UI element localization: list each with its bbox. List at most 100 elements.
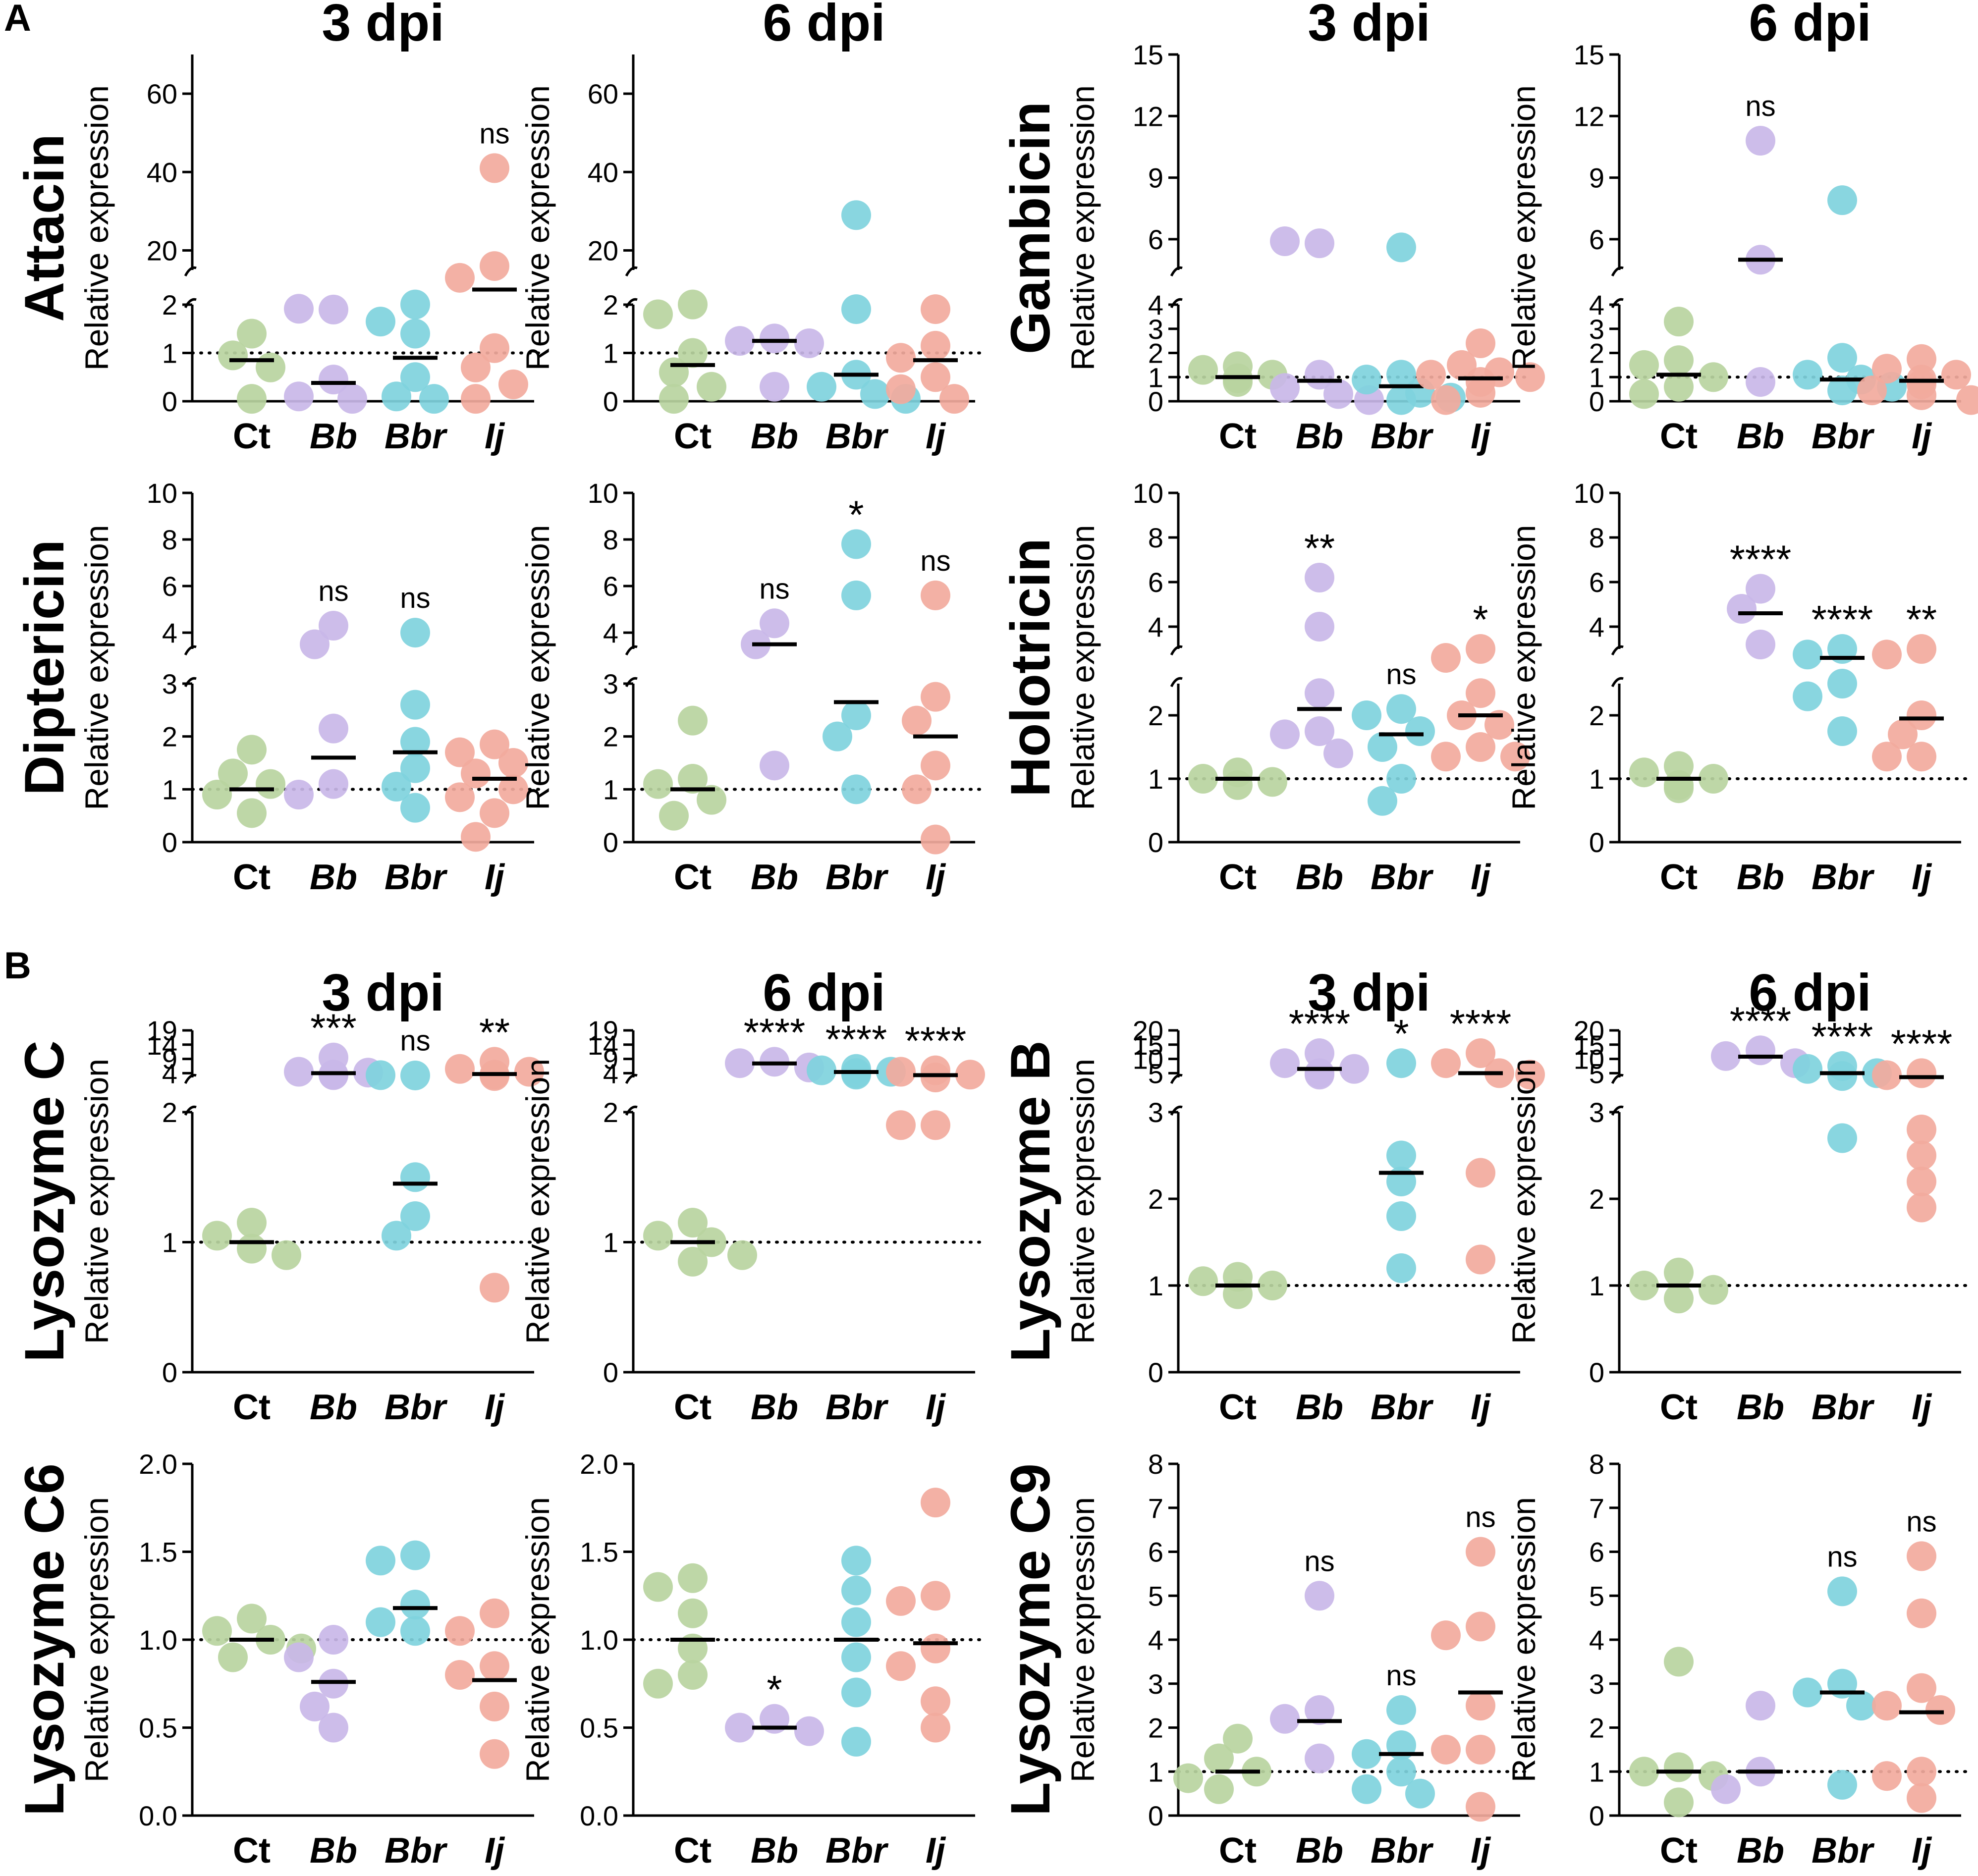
data-point <box>1793 681 1822 711</box>
x-category-label: Bbr <box>1371 858 1434 897</box>
x-category-label: Ij <box>1471 1831 1491 1871</box>
data-point <box>1305 1695 1334 1725</box>
data-point <box>400 1590 430 1619</box>
data-point <box>902 705 932 736</box>
data-point <box>697 372 726 402</box>
y-tick-label: 15 <box>1133 1029 1163 1061</box>
x-category-label: Ct <box>674 858 712 897</box>
data-point <box>760 372 789 402</box>
x-category-label: Bb <box>1737 417 1784 456</box>
y-axis-label: Relative expression <box>78 1059 115 1344</box>
data-point <box>1629 1757 1659 1787</box>
y-axis-label: Relative expression <box>78 1497 115 1782</box>
data-point <box>1907 1167 1936 1196</box>
y-tick-label: 1 <box>1148 1270 1163 1301</box>
data-point <box>1629 757 1659 788</box>
data-point <box>921 824 950 855</box>
y-tick-label: 5 <box>1148 1058 1163 1089</box>
data-point <box>202 1221 232 1251</box>
data-point <box>514 1057 544 1087</box>
x-category-label: Ij <box>1912 1388 1932 1427</box>
data-point <box>1629 1271 1659 1300</box>
data-point <box>1466 678 1495 708</box>
data-point <box>1405 1778 1435 1809</box>
y-tick-label: 1 <box>603 774 618 805</box>
data-point <box>643 1572 673 1602</box>
data-point <box>1386 764 1416 794</box>
data-point <box>921 1063 950 1092</box>
y-tick-label: 6 <box>162 571 177 602</box>
y-tick-label: 5 <box>1589 1580 1604 1611</box>
y-tick-label: 6 <box>1589 1537 1604 1568</box>
significance-label: **** <box>1891 1021 1953 1066</box>
data-point <box>678 1246 708 1277</box>
data-point <box>1270 1048 1300 1078</box>
gene-label: Gambicin <box>999 102 1061 354</box>
axis-break-mark <box>1170 266 1183 277</box>
data-point <box>1827 1769 1857 1800</box>
y-tick-label: 2 <box>1589 1713 1604 1744</box>
y-axis-label: Relative expression <box>1064 525 1101 810</box>
data-point <box>1907 380 1936 410</box>
data-point <box>284 294 314 324</box>
data-point <box>400 1616 430 1646</box>
data-point <box>1907 1598 1936 1628</box>
y-tick-label: 3 <box>1148 1097 1163 1128</box>
gene-label: Lysozyme C6 <box>13 1463 75 1816</box>
data-point <box>1872 1761 1902 1791</box>
significance-label: * <box>767 1667 782 1712</box>
y-tick-label: 2 <box>162 289 177 321</box>
y-axis-label: Relative expression <box>1064 1059 1101 1344</box>
y-tick-label: 6 <box>603 571 618 602</box>
data-point <box>400 690 430 720</box>
data-point <box>1466 1158 1495 1188</box>
x-category-label: Bbr <box>385 858 448 897</box>
y-tick-label: 1 <box>1589 763 1604 795</box>
x-category-label: Ij <box>926 1388 946 1427</box>
x-category-label: Bb <box>1296 858 1343 897</box>
axis-break-mark <box>184 266 197 277</box>
significance-label: ns <box>1906 1505 1936 1538</box>
y-tick-label: 6 <box>1589 567 1604 598</box>
data-point <box>1941 360 1971 390</box>
data-point <box>498 369 528 399</box>
data-point <box>921 330 950 361</box>
data-point <box>400 618 430 648</box>
y-tick-label: 4 <box>603 1058 618 1089</box>
data-point <box>841 529 871 559</box>
data-point <box>1305 563 1334 592</box>
data-point <box>1323 379 1353 409</box>
data-point <box>1515 362 1545 392</box>
data-point <box>498 748 528 778</box>
data-point <box>1857 375 1887 406</box>
data-point <box>400 1060 430 1090</box>
data-point <box>1188 1266 1218 1296</box>
data-point <box>319 769 348 799</box>
data-point <box>284 1642 314 1672</box>
data-point <box>366 1607 395 1637</box>
y-axis-label: Relative expression <box>519 85 556 371</box>
y-tick-label: 2 <box>1589 338 1604 369</box>
axis-break-mark <box>1611 298 1624 309</box>
x-category-label: Ij <box>926 1831 946 1871</box>
data-point <box>807 372 836 402</box>
axis-break-mark <box>625 1073 638 1084</box>
data-point <box>1925 1695 1955 1725</box>
y-tick-label: 4 <box>1148 1624 1163 1656</box>
data-point <box>1727 594 1757 624</box>
data-point <box>1386 232 1416 263</box>
data-point <box>678 1208 708 1238</box>
significance-label: ** <box>479 1010 510 1054</box>
panel-title: 6 dpi <box>763 0 885 52</box>
data-point <box>480 153 509 183</box>
data-point <box>1466 1792 1495 1822</box>
axis-break-mark <box>1170 1105 1183 1116</box>
y-tick-label: 6 <box>1148 224 1163 255</box>
x-category-label: Bbr <box>385 1831 448 1871</box>
data-point <box>643 1668 673 1699</box>
y-tick-label: 20 <box>1574 1015 1604 1046</box>
data-point <box>480 1061 509 1091</box>
y-tick-label: 10 <box>1133 1044 1163 1075</box>
y-tick-label: 4 <box>1589 611 1604 643</box>
